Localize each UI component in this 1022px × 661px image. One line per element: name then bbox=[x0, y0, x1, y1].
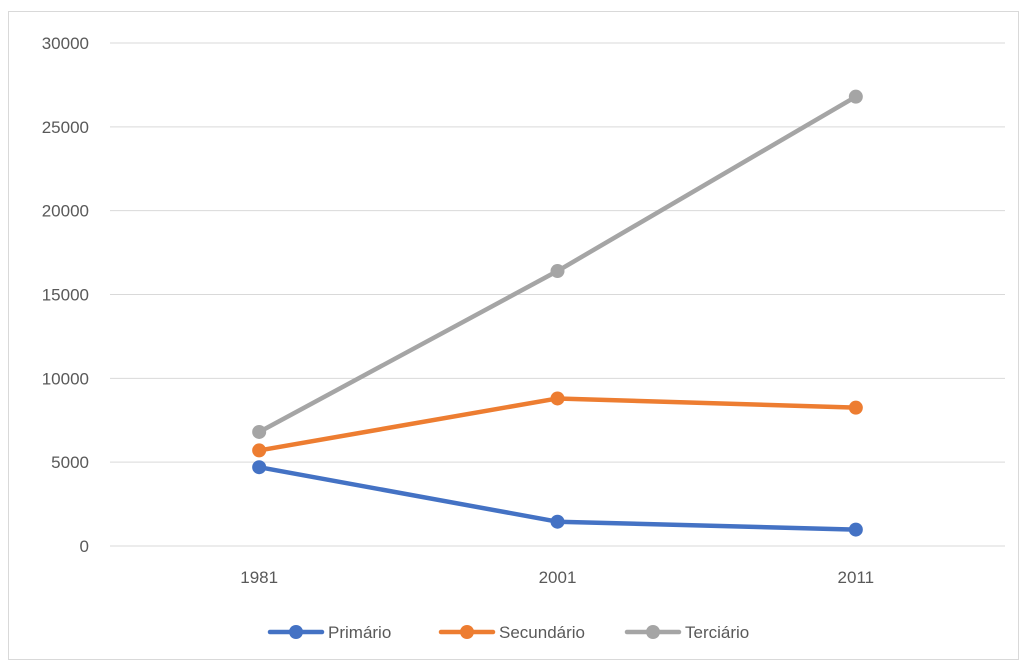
y-tick-label: 25000 bbox=[42, 118, 89, 137]
data-point bbox=[848, 400, 863, 415]
data-point bbox=[550, 391, 565, 406]
y-tick-label: 10000 bbox=[42, 369, 89, 388]
x-tick-label: 2011 bbox=[838, 568, 875, 587]
data-point bbox=[252, 460, 267, 475]
data-point bbox=[848, 522, 863, 537]
legend-label: Secundário bbox=[499, 623, 585, 642]
x-tick-label: 1981 bbox=[240, 568, 278, 587]
y-tick-label: 5000 bbox=[51, 453, 89, 472]
data-point bbox=[252, 443, 267, 458]
x-axis-tick-labels: 1981 2001 2011 bbox=[240, 568, 874, 587]
legend-label: Primário bbox=[328, 623, 391, 642]
legend-swatch-marker bbox=[289, 625, 303, 639]
y-tick-label: 15000 bbox=[42, 286, 89, 305]
series-group bbox=[252, 89, 863, 537]
data-point bbox=[848, 89, 863, 104]
y-tick-label: 0 bbox=[80, 537, 89, 556]
legend-label: Terciário bbox=[685, 623, 749, 642]
chart-frame bbox=[8, 11, 1019, 660]
y-tick-label: 20000 bbox=[42, 202, 89, 221]
data-point bbox=[550, 264, 565, 279]
y-axis-tick-labels: 0 5000 10000 15000 20000 25000 30000 bbox=[42, 34, 89, 556]
legend-swatch-marker bbox=[460, 625, 474, 639]
legend: Primário Secundário Terciário bbox=[267, 623, 749, 642]
series-line bbox=[256, 396, 859, 453]
legend-swatch-marker bbox=[646, 625, 660, 639]
x-tick-label: 2001 bbox=[539, 568, 577, 587]
y-tick-label: 30000 bbox=[42, 34, 89, 53]
data-point bbox=[252, 424, 267, 439]
data-point bbox=[550, 514, 565, 529]
